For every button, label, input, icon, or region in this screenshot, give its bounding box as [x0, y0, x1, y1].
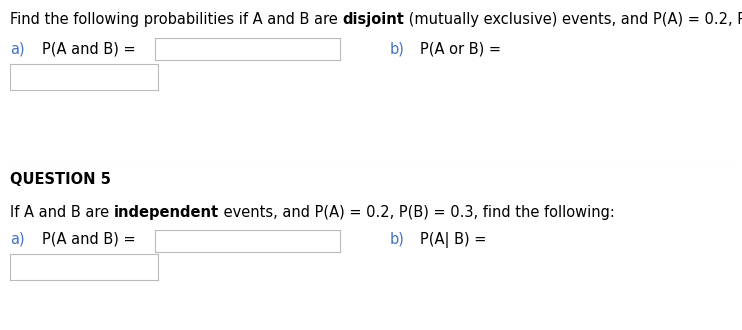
Text: P(A and B) =: P(A and B) = [42, 232, 136, 247]
Text: QUESTION 5: QUESTION 5 [10, 172, 111, 187]
Text: a): a) [10, 232, 24, 247]
Text: P(A| B) =: P(A| B) = [420, 232, 486, 248]
Text: P(A and B) =: P(A and B) = [42, 42, 136, 57]
Text: P(A or B) =: P(A or B) = [420, 42, 501, 57]
Text: a): a) [10, 42, 24, 57]
Text: b): b) [390, 42, 405, 57]
Text: b): b) [390, 232, 405, 247]
Text: independent: independent [114, 205, 219, 220]
Text: events, and P(A) = 0.2, P(B) = 0.3, find the following:: events, and P(A) = 0.2, P(B) = 0.3, find… [219, 205, 615, 220]
Text: disjoint: disjoint [342, 12, 404, 27]
Text: (mutually exclusive) events, and P(A) = 0.2, P(B) = 0.3:: (mutually exclusive) events, and P(A) = … [404, 12, 742, 27]
Text: Find the following probabilities if A and B are: Find the following probabilities if A an… [10, 12, 342, 27]
Text: If A and B are: If A and B are [10, 205, 114, 220]
